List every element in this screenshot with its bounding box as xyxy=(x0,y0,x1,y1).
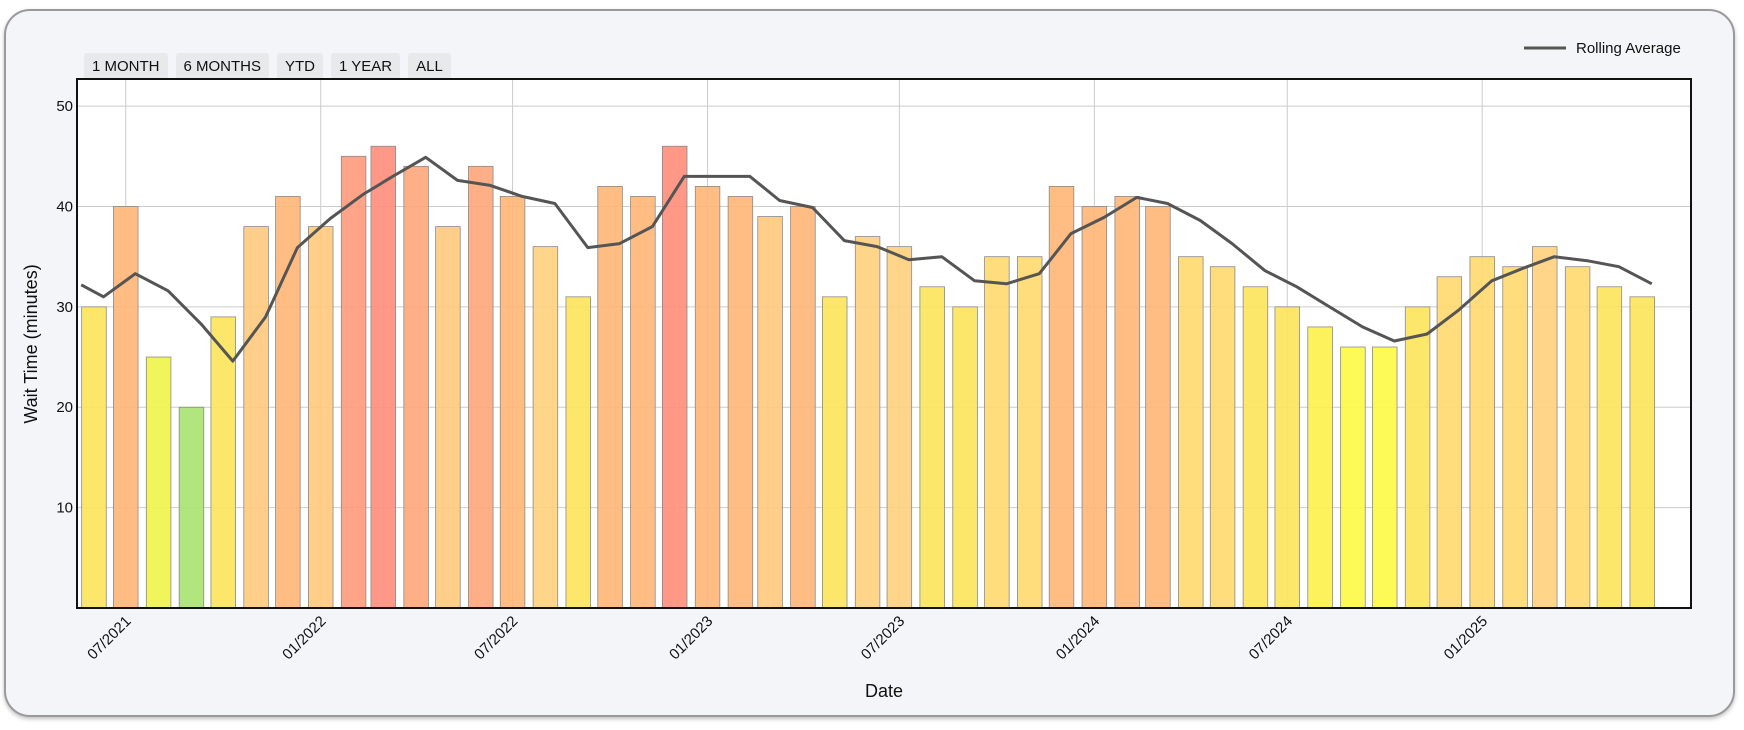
bar-2024-01[interactable] xyxy=(1081,206,1108,609)
y-axis-title: Wait Time (minutes) xyxy=(21,264,41,423)
x-axis-ticks: 07/2021 01/2022 07/2022 01/2023 07/2023 01/20… xyxy=(84,613,1491,663)
x-tick-label: 01/2024 xyxy=(1053,613,1103,663)
x-tick-label: 07/2021 xyxy=(84,613,134,663)
bar-2023-08[interactable] xyxy=(919,286,945,609)
bar-2023-03[interactable] xyxy=(757,216,783,609)
bar-2023-10[interactable] xyxy=(984,256,1010,609)
x-tick-label: 07/2022 xyxy=(471,613,521,663)
bar-2023-02[interactable] xyxy=(727,196,754,609)
y-tick-label: 30 xyxy=(56,299,73,316)
bar-2024-07[interactable] xyxy=(1274,306,1300,609)
y-tick-label: 20 xyxy=(56,399,73,416)
bar-2025-01[interactable] xyxy=(1469,256,1495,609)
bar-2024-11[interactable] xyxy=(1404,306,1431,609)
bar-2023-11[interactable] xyxy=(1017,256,1043,609)
legend-label-rolling-average: Rolling Average xyxy=(1576,40,1681,57)
y-axis-ticks: 10 20 30 40 50 xyxy=(56,98,73,517)
bar-2025-02[interactable] xyxy=(1502,266,1528,609)
bar-2021-10[interactable] xyxy=(210,316,236,609)
bar-2022-05[interactable] xyxy=(435,226,461,609)
bar-2025-03[interactable] xyxy=(1532,246,1558,609)
bar-2024-12[interactable] xyxy=(1436,276,1463,609)
plot-border xyxy=(76,78,1692,609)
y-tick-label: 40 xyxy=(56,198,73,215)
bar-2025-04[interactable] xyxy=(1564,266,1591,609)
bar-2022-01[interactable] xyxy=(308,226,334,609)
range-selector: 1 MONTH 6 MONTHS YTD 1 YEAR ALL xyxy=(84,53,451,79)
range-button-1-year[interactable]: 1 YEAR xyxy=(331,53,401,79)
bar-2022-11[interactable] xyxy=(630,196,656,609)
bar-2021-12[interactable] xyxy=(275,196,301,609)
bar-2024-05[interactable] xyxy=(1209,266,1236,609)
legend[interactable]: Rolling Average xyxy=(1524,40,1681,57)
range-button-6-months[interactable]: 6 MONTHS xyxy=(175,53,270,79)
x-tick-label: 01/2022 xyxy=(279,613,329,663)
bar-2024-04[interactable] xyxy=(1178,256,1204,609)
x-tick-label: 07/2023 xyxy=(858,613,908,663)
bar-2024-10[interactable] xyxy=(1372,346,1398,609)
x-tick-label: 07/2024 xyxy=(1246,613,1296,663)
bar-2023-12[interactable] xyxy=(1048,186,1075,609)
x-axis-title: Date xyxy=(865,681,903,701)
bar-2024-02[interactable] xyxy=(1114,196,1140,609)
bar-2022-02[interactable] xyxy=(340,155,367,609)
bar-2023-01[interactable] xyxy=(694,186,721,609)
x-tick-label: 01/2025 xyxy=(1441,613,1491,663)
bar-2024-03[interactable] xyxy=(1145,206,1171,609)
bar-2022-08[interactable] xyxy=(532,246,559,609)
bar-2023-04[interactable] xyxy=(790,206,816,609)
bar-2022-10[interactable] xyxy=(597,186,623,609)
range-button-ytd[interactable]: YTD xyxy=(277,53,324,79)
y-tick-label: 10 xyxy=(56,500,73,517)
bar-2023-05[interactable] xyxy=(822,296,848,609)
bar-2022-07[interactable] xyxy=(499,196,526,609)
bar-2022-03[interactable] xyxy=(370,145,396,609)
bar-2021-08[interactable] xyxy=(145,356,172,609)
bar-2022-09[interactable] xyxy=(565,296,591,609)
bar-2025-06[interactable] xyxy=(1629,296,1655,609)
bar-2022-06[interactable] xyxy=(468,165,494,609)
bar-2023-06[interactable] xyxy=(854,236,881,609)
bar-2023-09[interactable] xyxy=(952,306,978,609)
bar-2022-04[interactable] xyxy=(403,165,429,609)
bar-2024-06[interactable] xyxy=(1242,286,1269,609)
bar-2024-09[interactable] xyxy=(1340,346,1366,609)
x-tick-label: 01/2023 xyxy=(666,613,716,663)
y-tick-label: 50 xyxy=(56,98,73,115)
bar-2021-11[interactable] xyxy=(243,226,269,609)
bar-2021-07[interactable] xyxy=(113,206,139,609)
bar-2024-08[interactable] xyxy=(1307,326,1333,609)
bar-2023-07[interactable] xyxy=(886,246,913,609)
bar-2025-05[interactable] xyxy=(1596,286,1623,609)
bar-2022-12[interactable] xyxy=(661,145,688,609)
bar-2021-06[interactable] xyxy=(81,306,107,609)
bar-2021-09[interactable] xyxy=(178,406,205,609)
rolling-average-series xyxy=(80,155,1653,363)
range-button-1-month[interactable]: 1 MONTH xyxy=(84,53,168,79)
rolling-average-line[interactable] xyxy=(80,155,1653,363)
range-button-all[interactable]: ALL xyxy=(408,53,451,79)
